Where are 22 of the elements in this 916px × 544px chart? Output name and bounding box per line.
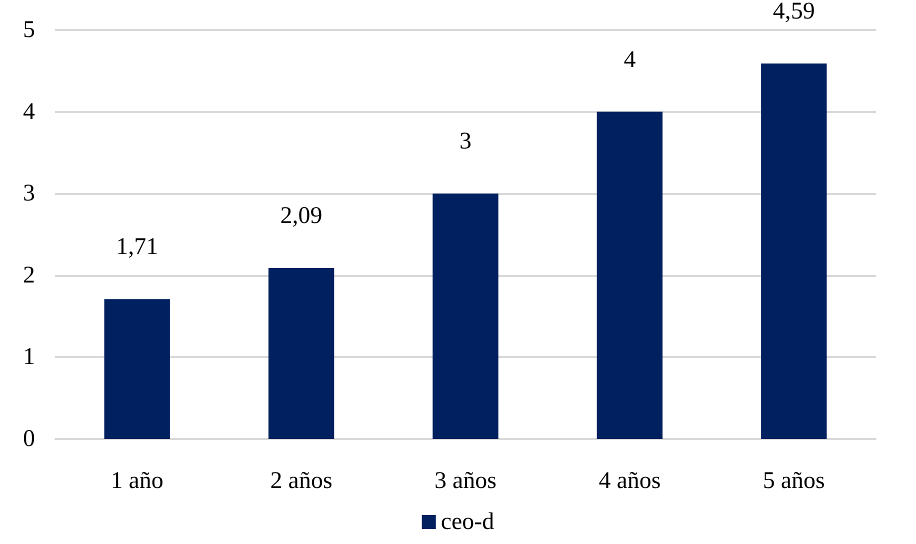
- x-tick-label: 5 años: [762, 468, 825, 494]
- bar: [104, 299, 170, 439]
- y-tick-label: 5: [23, 17, 35, 43]
- x-tick-label: 1 año: [110, 468, 164, 494]
- y-tick-label: 2: [23, 262, 35, 288]
- bar: [268, 268, 334, 439]
- data-label: 2,09: [280, 203, 322, 230]
- x-tick-label: 3 años: [434, 468, 496, 494]
- y-tick-label: 4: [23, 98, 35, 125]
- bar: [596, 112, 663, 439]
- bar: [761, 64, 827, 439]
- legend-label: ceo-d: [440, 509, 494, 535]
- data-label: 3: [460, 128, 472, 155]
- y-tick-label: 3: [23, 180, 35, 207]
- data-label: 4,59: [772, 0, 815, 25]
- bar: [432, 194, 498, 439]
- x-tick-label: 2 años: [270, 468, 332, 494]
- y-tick-label: 0: [23, 426, 35, 452]
- x-tick-label: 4 años: [598, 468, 661, 494]
- data-label: 4: [624, 46, 636, 73]
- y-tick-label: 1: [23, 344, 35, 370]
- data-label: 1,71: [116, 234, 158, 260]
